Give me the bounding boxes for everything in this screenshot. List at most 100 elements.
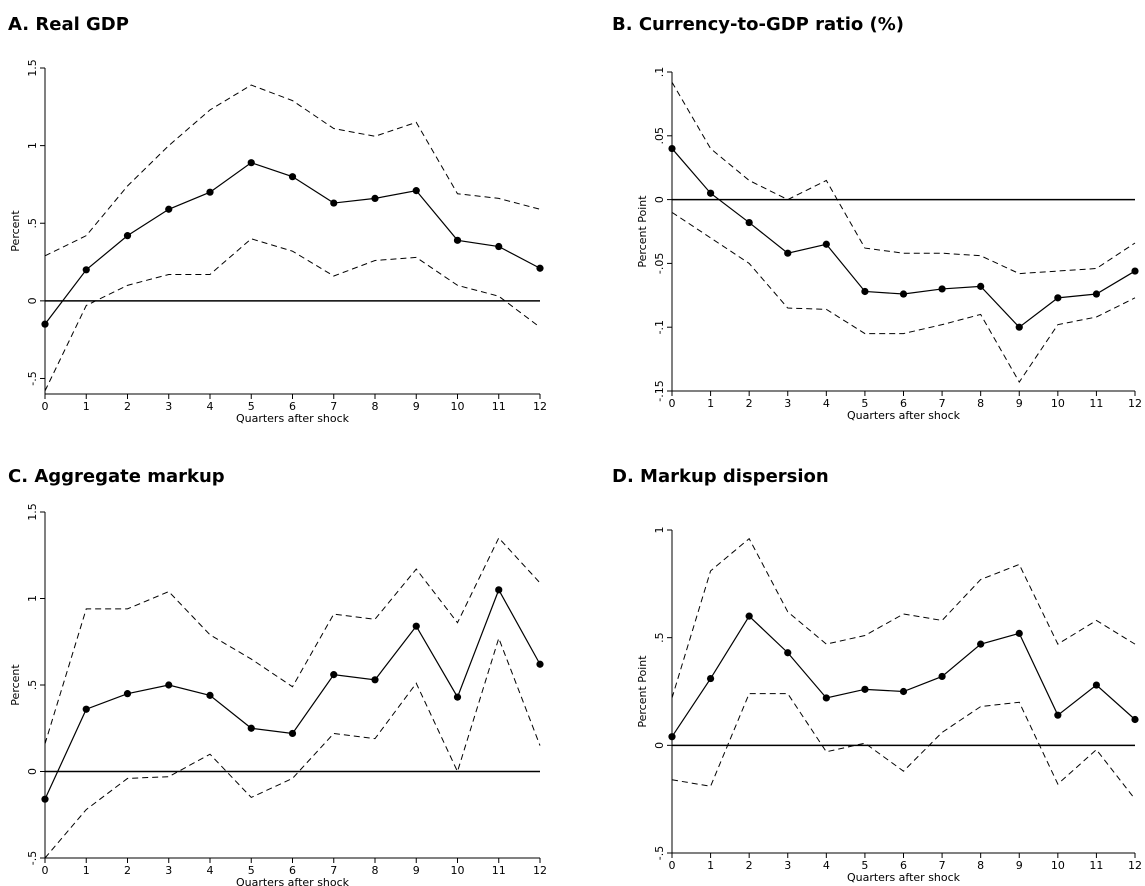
point-marker [330, 199, 338, 207]
point-marker [453, 236, 462, 244]
x-axis-title: Quarters after shock [847, 871, 961, 884]
y-tick-label: 0 [653, 742, 666, 749]
point-marker [288, 729, 297, 738]
x-tick-label: 0 [42, 864, 49, 877]
x-tick-label: 2 [746, 859, 753, 872]
x-tick-label: 3 [784, 859, 791, 872]
x-tick-label: 1 [707, 397, 714, 410]
x-tick-label: 0 [42, 400, 49, 413]
x-tick-label: 11 [1089, 859, 1103, 872]
confidence-band [44, 84, 541, 257]
point-marker [822, 240, 830, 248]
point-marker [861, 287, 869, 296]
x-tick-label: 6 [289, 400, 296, 413]
point-marker [247, 724, 255, 732]
confidence-band [671, 81, 1136, 275]
y-tick-label: -.15 [653, 380, 666, 401]
point-marker [977, 282, 985, 290]
y-tick-label: -.1 [653, 320, 666, 334]
x-tick-label: 1 [83, 400, 90, 413]
x-tick-label: 8 [372, 400, 379, 413]
y-tick-label: 1.5 [26, 59, 39, 77]
x-tick-label: 10 [1051, 859, 1065, 872]
x-tick-label: 9 [413, 400, 420, 413]
point-marker [206, 188, 214, 196]
response-line [44, 162, 541, 325]
point-marker [822, 694, 830, 702]
point-marker [784, 649, 792, 657]
x-tick-label: 11 [1089, 397, 1103, 410]
x-tick-label: 9 [1016, 859, 1023, 872]
x-tick-label: 6 [900, 859, 907, 872]
response-line [44, 588, 541, 800]
point-marker [745, 612, 753, 620]
x-tick-label: 7 [330, 400, 337, 413]
point-marker [247, 159, 255, 167]
y-tick-label: 1 [26, 142, 39, 149]
panel-title: D. Markup dispersion [612, 466, 829, 487]
point-marker [412, 622, 420, 630]
x-axis-title: Quarters after shock [847, 409, 961, 422]
point-marker [330, 671, 338, 679]
point-marker [371, 676, 379, 684]
y-tick-label: -.5 [653, 846, 666, 860]
point-marker [899, 290, 908, 298]
x-tick-label: 6 [289, 864, 296, 877]
panel-title: B. Currency-to-GDP ratio (%) [612, 14, 904, 35]
point-marker [371, 194, 379, 202]
y-tick-label: .5 [26, 218, 39, 229]
point-marker [784, 249, 792, 257]
point-marker [165, 681, 173, 689]
y-axis-title: Percent Point [636, 655, 649, 728]
confidence-band [671, 537, 1136, 699]
y-tick-label: 0 [653, 196, 666, 203]
point-marker [536, 660, 544, 668]
x-tick-label: 8 [977, 397, 984, 410]
point-marker [412, 187, 420, 195]
panel-title: C. Aggregate markup [8, 466, 225, 487]
y-axis-title: Percent Point [636, 195, 649, 268]
x-tick-label: 4 [823, 859, 830, 872]
x-tick-label: 12 [1128, 397, 1142, 410]
point-marker [82, 266, 90, 274]
y-tick-label: 0 [26, 768, 39, 775]
point-marker [668, 144, 676, 153]
x-tick-label: 12 [1128, 859, 1142, 872]
point-marker [899, 687, 908, 696]
point-marker [1054, 294, 1062, 302]
x-tick-label: 11 [492, 864, 506, 877]
y-tick-label: 1 [653, 527, 666, 534]
x-tick-label: 10 [451, 400, 465, 413]
y-tick-label: .5 [26, 680, 39, 691]
y-tick-label: -.5 [26, 371, 39, 385]
point-marker [1131, 267, 1139, 275]
x-tick-label: 2 [746, 397, 753, 410]
y-tick-label: .05 [653, 127, 666, 145]
x-tick-label: 8 [977, 859, 984, 872]
point-marker [123, 232, 132, 240]
point-marker [288, 173, 297, 181]
x-tick-label: 5 [861, 859, 868, 872]
confidence-band [44, 238, 541, 392]
point-marker [861, 685, 869, 693]
x-axis-title: Quarters after shock [236, 412, 350, 425]
x-tick-label: 7 [330, 864, 337, 877]
y-tick-label: 1.5 [26, 503, 39, 521]
x-tick-label: 10 [451, 864, 465, 877]
point-marker [1015, 323, 1023, 331]
x-tick-label: 1 [707, 859, 714, 872]
x-tick-label: 3 [165, 864, 172, 877]
x-tick-label: 12 [533, 400, 547, 413]
x-tick-label: 6 [900, 397, 907, 410]
confidence-band [671, 211, 1136, 384]
x-tick-label: 0 [669, 397, 676, 410]
confidence-band [44, 537, 541, 744]
y-tick-label: .5 [653, 632, 666, 643]
x-tick-label: 12 [533, 864, 547, 877]
y-tick-label: -.5 [26, 851, 39, 865]
point-marker [495, 586, 503, 594]
x-tick-label: 5 [248, 864, 255, 877]
point-marker [977, 640, 985, 648]
point-marker [206, 691, 214, 699]
point-marker [1092, 681, 1101, 689]
